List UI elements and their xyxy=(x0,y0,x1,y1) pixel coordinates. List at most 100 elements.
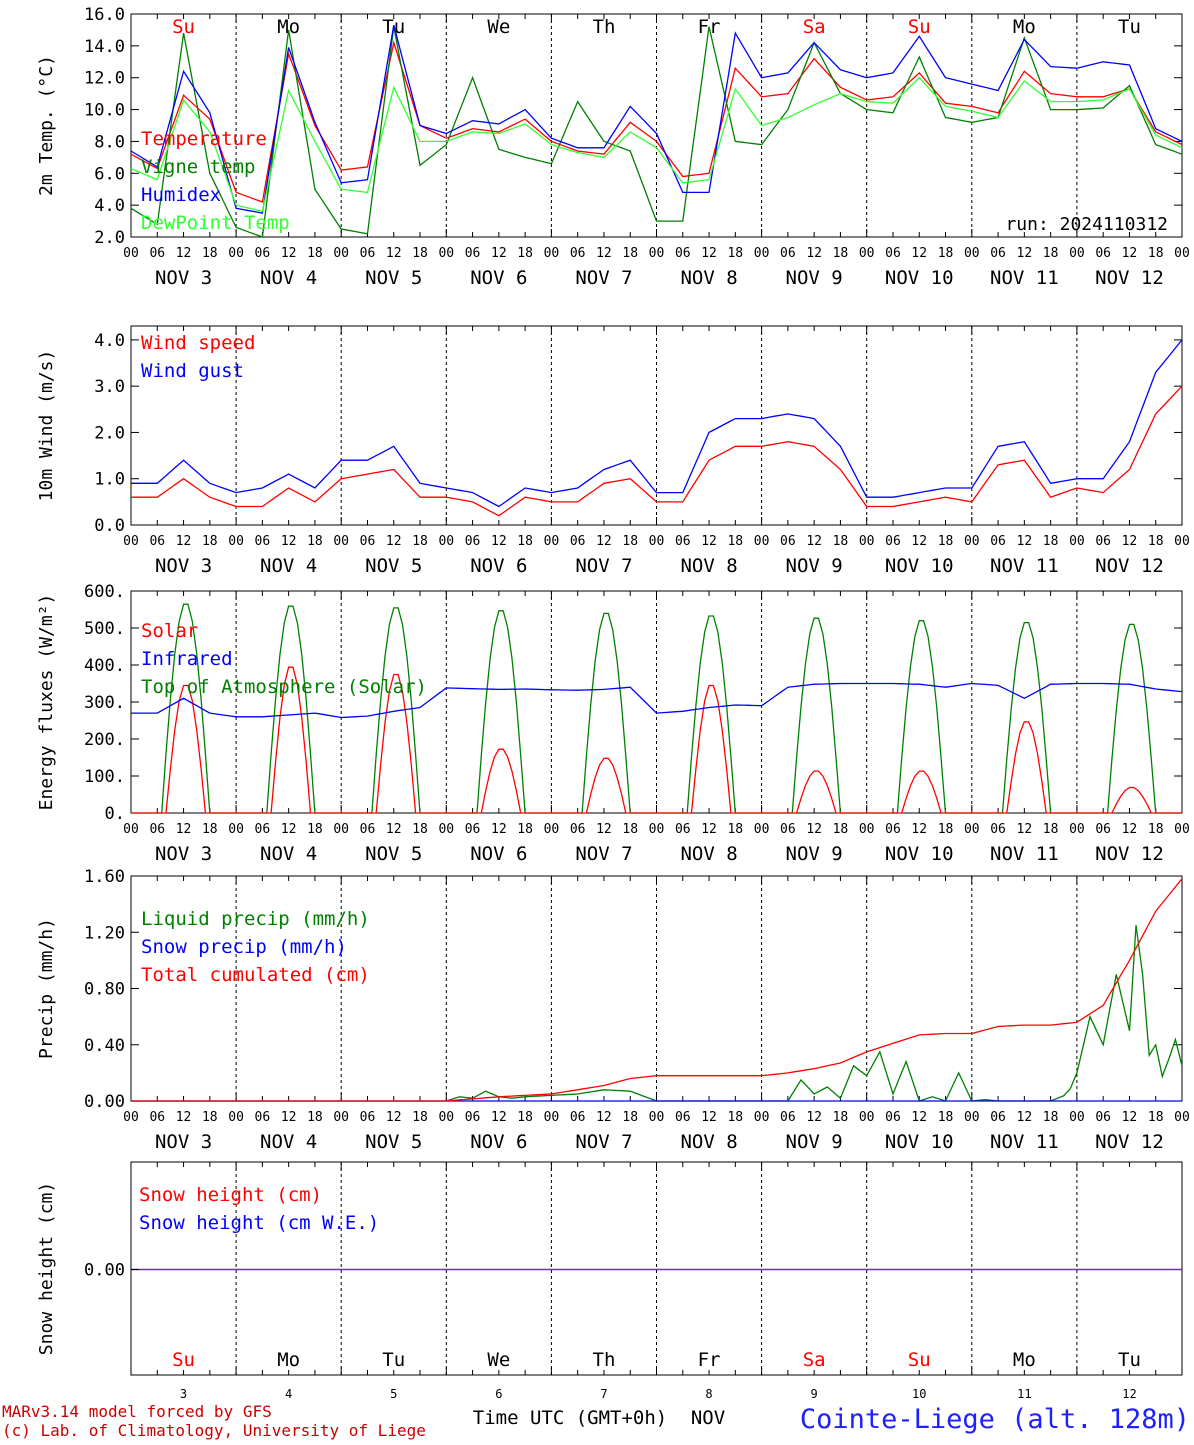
temp-legend-3: DewPoint Temp xyxy=(141,212,290,234)
hour-tick-label: 18 xyxy=(833,822,849,837)
hour-tick-label: 00 xyxy=(123,1110,139,1125)
y-tick-label: 0.40 xyxy=(84,1036,125,1056)
date-label: NOV 7 xyxy=(575,843,632,865)
infrared-series xyxy=(131,682,1183,719)
hour-tick-label: 12 xyxy=(1017,822,1033,837)
date-label: NOV 7 xyxy=(575,1131,632,1153)
hour-tick-label: 06 xyxy=(1095,822,1111,837)
panel-wind: 00 06 12 18 00 06 12 18 00 06 12 18 00 06 12 18 00 06 12 18… xyxy=(36,325,1190,577)
hour-tick-label: 06 xyxy=(780,246,796,261)
wind-series-0 xyxy=(131,385,1183,517)
date-label: NOV 12 xyxy=(1095,267,1164,289)
date-label: NOV 3 xyxy=(155,1131,212,1153)
y-tick-label: 600. xyxy=(84,582,125,602)
day-top-label: Th xyxy=(593,16,616,38)
hour-tick-label: 00 xyxy=(123,822,139,837)
hour-tick-label: 12 xyxy=(1122,1110,1138,1125)
date-label: NOV 5 xyxy=(365,555,422,577)
hour-tick-label: 00 xyxy=(333,534,349,549)
day-top-label: Sa xyxy=(803,16,826,38)
hour-tick-label: 06 xyxy=(1095,1110,1111,1125)
hour-tick-label: 18 xyxy=(517,246,533,261)
y-tick-label: 0.80 xyxy=(84,980,125,1000)
hour-tick-label: 12 xyxy=(281,534,297,549)
hour-tick-label: 00 xyxy=(438,1110,454,1125)
credit-line-1: MARv3.14 model forced by GFS xyxy=(2,1402,272,1421)
wind-legend-1: Wind gust xyxy=(141,360,244,382)
hour-tick-label: 00 xyxy=(1069,1110,1085,1125)
y-tick-label: 6.0 xyxy=(94,164,125,184)
y-tick-label: 4.0 xyxy=(94,196,125,216)
hour-tick-label: 00 xyxy=(649,534,665,549)
wind-legend-0: Wind speed xyxy=(141,332,255,354)
hour-tick-label: 00 xyxy=(228,1110,244,1125)
date-label: NOV 12 xyxy=(1095,1131,1164,1153)
wind-series-1 xyxy=(131,339,1183,508)
date-label: NOV 12 xyxy=(1095,555,1164,577)
energy-legend-1: Infrared xyxy=(141,648,233,670)
hour-tick-label: 18 xyxy=(412,822,428,837)
hour-tick-label: 00 xyxy=(544,822,560,837)
hour-tick-label: 06 xyxy=(149,1110,165,1125)
hour-tick-label: 12 xyxy=(1122,822,1138,837)
y-tick-label: 200. xyxy=(84,730,125,750)
hour-tick-label: 06 xyxy=(255,246,271,261)
date-label: NOV 10 xyxy=(885,555,954,577)
hour-tick-label: 12 xyxy=(281,246,297,261)
hour-tick-label: 00 xyxy=(1174,1110,1190,1125)
hour-tick-label: 00 xyxy=(333,822,349,837)
hour-tick-label: 12 xyxy=(806,1110,822,1125)
hour-tick-label: 06 xyxy=(570,246,586,261)
hour-tick-label: 00 xyxy=(1069,534,1085,549)
hour-tick-label: 18 xyxy=(1148,822,1164,837)
temp-series-3 xyxy=(130,76,1183,213)
panel-temperature: 00 06 12 18 00 06 12 18 00 06 12 18 00 06 12 18 00 06 12 18… xyxy=(36,5,1190,289)
y-tick-label: 1.20 xyxy=(84,923,125,943)
hour-tick-label: 06 xyxy=(780,822,796,837)
day-number-label: 6 xyxy=(495,1387,502,1401)
hour-tick-label: 06 xyxy=(780,1110,796,1125)
hour-tick-label: 00 xyxy=(228,534,244,549)
hour-tick-label: 12 xyxy=(701,246,717,261)
hour-tick-label: 00 xyxy=(1174,822,1190,837)
hour-tick-label: 00 xyxy=(333,246,349,261)
day-bottom-label: Su xyxy=(172,1349,195,1371)
hour-tick-label: 00 xyxy=(754,534,770,549)
date-label: NOV 5 xyxy=(365,267,422,289)
hour-tick-label: 06 xyxy=(360,1110,376,1125)
hour-tick-label: 18 xyxy=(517,1110,533,1125)
snow-legend-1: Snow height (cm W.E.) xyxy=(139,1212,379,1234)
energy-legend-0: Solar xyxy=(141,620,198,642)
hour-tick-label: 18 xyxy=(938,534,954,549)
day-top-label: Tu xyxy=(1118,16,1141,38)
month-label: NOV xyxy=(691,1407,725,1429)
temp-series-2 xyxy=(130,24,1183,214)
hour-tick-label: 06 xyxy=(465,534,481,549)
hour-tick-label: 12 xyxy=(806,534,822,549)
panel-snow: 0.00 Snow height (cm) Snow height (cm) Snow… xyxy=(36,1161,1183,1429)
date-label: NOV 6 xyxy=(470,555,527,577)
hour-tick-label: 06 xyxy=(465,822,481,837)
hour-tick-label: 12 xyxy=(1122,534,1138,549)
hour-tick-label: 18 xyxy=(727,246,743,261)
y-tick-label: 10.0 xyxy=(84,101,125,121)
hour-tick-label: 00 xyxy=(544,1110,560,1125)
hour-tick-label: 12 xyxy=(1017,246,1033,261)
day-number-label: 9 xyxy=(811,1387,818,1401)
hour-tick-label: 18 xyxy=(307,1110,323,1125)
precip-legend-1: Snow precip (mm/h) xyxy=(141,936,347,958)
hour-tick-label: 18 xyxy=(622,1110,638,1125)
hour-tick-label: 06 xyxy=(990,246,1006,261)
hour-tick-label: 06 xyxy=(1095,534,1111,549)
hour-tick-label: 18 xyxy=(833,1110,849,1125)
hour-tick-label: 12 xyxy=(491,246,507,261)
date-label: NOV 8 xyxy=(680,267,737,289)
precip-legend-0: Liquid precip (mm/h) xyxy=(141,908,370,930)
day-top-label: Mo xyxy=(1013,16,1036,38)
hour-tick-label: 06 xyxy=(990,1110,1006,1125)
hour-tick-label: 12 xyxy=(281,822,297,837)
hour-tick-label: 00 xyxy=(228,822,244,837)
hour-tick-label: 06 xyxy=(990,534,1006,549)
date-label: NOV 5 xyxy=(365,843,422,865)
y-axis-label: Snow height (cm) xyxy=(36,1182,57,1355)
